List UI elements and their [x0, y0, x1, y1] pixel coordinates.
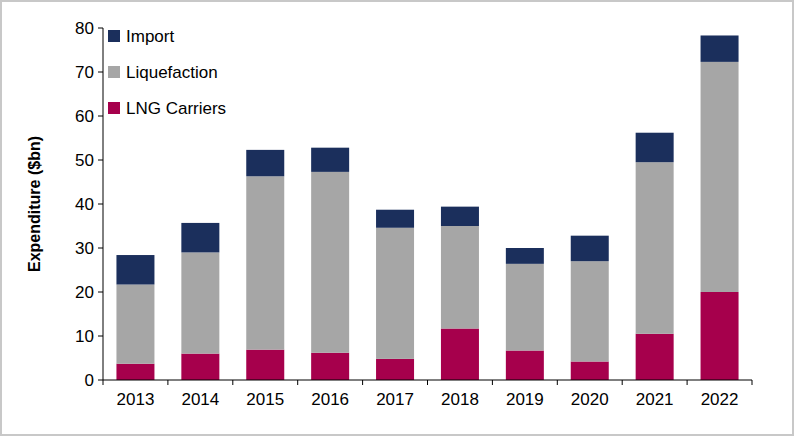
chart: 0 10 20 30 40 50 60 70 80 Expenditure ($bn) 2013 20… — [0, 0, 794, 436]
bar-segment — [441, 207, 479, 226]
y-tick — [98, 336, 103, 337]
bar-segment — [636, 334, 674, 380]
x-tick — [297, 380, 298, 385]
y-tick — [98, 72, 103, 73]
bars — [116, 35, 738, 380]
bar-segment — [246, 350, 284, 380]
bar-segment — [636, 162, 674, 334]
bar-segment — [376, 228, 414, 359]
bar-segment — [376, 359, 414, 380]
y-axis-label: Expenditure ($bn) — [26, 136, 43, 272]
y-tick-label: 0 — [85, 371, 94, 390]
x-tick-label: 2013 — [117, 390, 155, 409]
x-tick — [557, 380, 558, 385]
bar-segment — [571, 362, 609, 380]
x-tick — [427, 380, 428, 385]
bar-segment — [246, 150, 284, 176]
legend-label: LNG Carriers — [126, 99, 226, 118]
y-tick — [98, 380, 103, 381]
bar-segment — [571, 236, 609, 262]
legend-swatch — [108, 30, 120, 42]
y-tick — [98, 160, 103, 161]
y-tick — [98, 292, 103, 293]
y-tick-label: 30 — [75, 239, 94, 258]
x-tick-label: 2019 — [506, 390, 544, 409]
bar-segment — [701, 35, 739, 61]
y-tick — [98, 248, 103, 249]
bar-segment — [441, 226, 479, 329]
bar-segment — [701, 62, 739, 292]
x-tick-label: 2020 — [571, 390, 609, 409]
x-tick — [103, 380, 104, 385]
bar-segment — [116, 285, 154, 364]
bar-segment — [506, 248, 544, 264]
x-tick-label: 2016 — [311, 390, 349, 409]
bar-segment — [506, 264, 544, 351]
x-tick-label: 2015 — [246, 390, 284, 409]
bar-segment — [181, 252, 219, 353]
bar-segment — [181, 354, 219, 380]
x-tick — [752, 380, 753, 385]
bar-segment — [506, 351, 544, 380]
x-tick-label: 2014 — [181, 390, 219, 409]
x-tick — [492, 380, 493, 385]
x-tick-label: 2017 — [376, 390, 414, 409]
x-tick — [622, 380, 623, 385]
bar-segment — [571, 261, 609, 361]
bar-segment — [246, 176, 284, 349]
y-axis — [103, 28, 104, 380]
x-tick — [687, 380, 688, 385]
bar-segment — [116, 364, 154, 380]
x-tick-label: 2018 — [441, 390, 479, 409]
legend-swatch — [108, 102, 120, 114]
legend: Import Liquefaction LNG Carriers — [108, 27, 226, 118]
x-tick-label: 2021 — [636, 390, 674, 409]
y-tick-label: 10 — [75, 327, 94, 346]
x-tick-label: 2022 — [701, 390, 739, 409]
bar-segment — [116, 255, 154, 284]
y-tick-label: 70 — [75, 63, 94, 82]
bar-segment — [311, 353, 349, 380]
y-tick-label: 60 — [75, 107, 94, 126]
legend-swatch — [108, 66, 120, 78]
y-tick-label: 50 — [75, 151, 94, 170]
legend-label: Liquefaction — [126, 63, 218, 82]
bar-segment — [181, 223, 219, 252]
y-tick-label: 40 — [75, 195, 94, 214]
x-tick — [167, 380, 168, 385]
y-tick-label: 80 — [75, 19, 94, 38]
y-tick-label: 20 — [75, 283, 94, 302]
y-tick — [98, 28, 103, 29]
bar-segment — [376, 210, 414, 228]
x-tick — [232, 380, 233, 385]
bar-segment — [441, 329, 479, 380]
x-tick — [362, 380, 363, 385]
bar-segment — [636, 133, 674, 162]
bar-segment — [701, 292, 739, 380]
bar-segment — [311, 172, 349, 353]
bar-segment — [311, 148, 349, 172]
y-tick — [98, 116, 103, 117]
legend-label: Import — [126, 27, 174, 46]
frame — [1, 1, 793, 435]
y-tick — [98, 204, 103, 205]
